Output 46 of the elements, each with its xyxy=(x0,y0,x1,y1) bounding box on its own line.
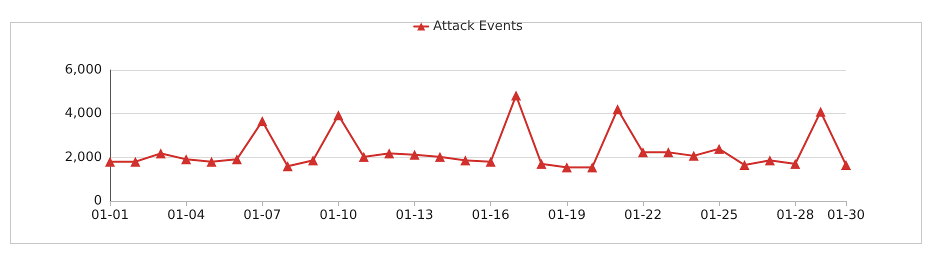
point xyxy=(434,152,445,162)
point xyxy=(587,162,598,172)
point xyxy=(384,148,394,158)
x-tick-label: 01-10 xyxy=(320,208,358,223)
point xyxy=(181,154,192,164)
legend-label: Attack Events xyxy=(433,19,524,34)
x-tick-label: 01-25 xyxy=(700,208,738,223)
x-tick-label: 01-22 xyxy=(624,208,662,223)
x-tick-label: 01-04 xyxy=(167,208,206,223)
y-tick-label: 6,000 xyxy=(64,62,102,78)
point xyxy=(130,156,140,167)
point xyxy=(486,156,496,167)
x-tick-label: 01-30 xyxy=(827,208,865,223)
point xyxy=(410,150,420,160)
x-tick-label: 01-07 xyxy=(243,208,282,223)
point xyxy=(333,110,344,120)
point xyxy=(460,155,470,166)
x-tick-label: 01-16 xyxy=(472,208,510,223)
point xyxy=(841,160,851,170)
point xyxy=(764,155,775,166)
point xyxy=(790,158,800,169)
point xyxy=(206,156,217,167)
y-tick-label: 2,000 xyxy=(64,150,102,165)
point xyxy=(156,148,166,158)
point xyxy=(638,147,648,158)
x-tick-label: 01-13 xyxy=(396,208,434,223)
point xyxy=(714,144,724,154)
point xyxy=(536,158,546,169)
point xyxy=(816,106,826,117)
x-tick-label: 01-01 xyxy=(91,208,129,223)
point xyxy=(358,152,369,162)
point xyxy=(282,161,293,172)
point xyxy=(232,154,242,164)
point xyxy=(688,150,699,161)
point xyxy=(562,162,572,172)
x-tick-label: 01-19 xyxy=(548,208,586,223)
point xyxy=(257,116,268,126)
x-tick-label: 01-28 xyxy=(776,208,814,223)
point xyxy=(511,90,522,101)
point xyxy=(612,104,623,114)
point xyxy=(663,147,674,158)
y-tick-label: 4,000 xyxy=(64,106,102,122)
y-tick-label: 0 xyxy=(94,194,102,208)
point xyxy=(739,160,750,170)
point xyxy=(105,156,115,167)
point xyxy=(308,155,318,166)
